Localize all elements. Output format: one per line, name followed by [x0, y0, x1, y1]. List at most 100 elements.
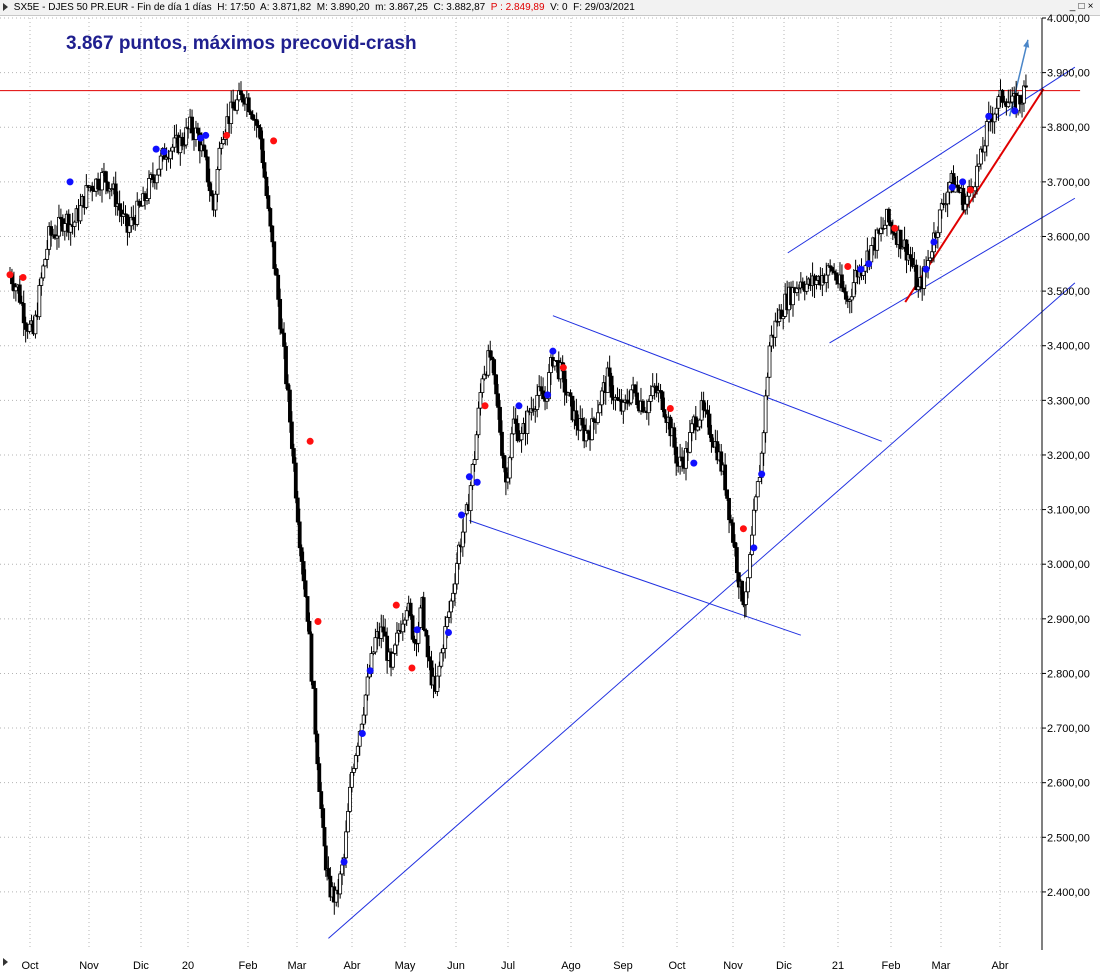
candle-body	[641, 400, 645, 413]
candle-body	[27, 323, 32, 332]
candle-body	[898, 229, 903, 250]
candle-body	[365, 676, 370, 696]
bear-signal-marker	[739, 525, 747, 533]
candle-body	[963, 203, 968, 211]
candle-body	[229, 101, 234, 124]
candle-body	[278, 298, 283, 330]
candle-body	[39, 277, 44, 286]
maximize-icon[interactable]: □	[1078, 1, 1087, 12]
bull-signal-marker	[857, 265, 865, 273]
candle-body	[209, 190, 214, 197]
close-icon[interactable]: ×	[1087, 1, 1096, 12]
candle-body	[393, 644, 397, 654]
bull-signal-marker	[959, 178, 967, 186]
candle-body	[474, 434, 479, 460]
candle-body	[1018, 95, 1022, 105]
candle-body	[457, 544, 461, 564]
y-tick-label: 2.800,00	[1047, 668, 1090, 680]
candle-body	[201, 144, 206, 151]
candle-body	[190, 116, 194, 134]
candle-body	[725, 489, 729, 499]
candle-body	[513, 418, 518, 424]
low-readout: m: 3.867,25	[375, 2, 428, 13]
candle-body	[262, 162, 267, 178]
candle-body	[773, 320, 778, 338]
candle-body	[264, 176, 269, 196]
bull-signal-marker	[444, 628, 452, 636]
candle-body	[351, 768, 356, 773]
candle-body	[13, 286, 18, 292]
candle-body	[525, 410, 530, 435]
candle-body	[266, 195, 271, 209]
x-tick-label: Abr	[343, 960, 360, 972]
candle-body	[412, 638, 417, 644]
candle-body	[348, 786, 352, 812]
candle-body	[472, 459, 477, 465]
candle-body	[731, 522, 735, 543]
candle-body	[633, 384, 637, 394]
y-tick-label: 3.900,00	[1047, 68, 1090, 80]
x-tick-label: Mar	[288, 960, 307, 972]
candle-body	[391, 652, 395, 668]
bull-signal-marker	[66, 178, 74, 186]
x-tick-label: Jun	[447, 960, 465, 972]
bull-signal-marker	[515, 402, 523, 410]
candle-body	[248, 111, 253, 115]
volume-readout: V: 0	[550, 2, 568, 13]
candle-body	[979, 148, 983, 165]
wedge-lower-line	[829, 197, 1076, 344]
y-tick-label: 3.600,00	[1047, 231, 1090, 243]
candle-body	[609, 375, 614, 398]
candle-body	[203, 149, 208, 158]
y-tick-label: 2.700,00	[1047, 723, 1090, 735]
candle-body	[814, 279, 819, 285]
candle-body	[147, 178, 151, 200]
candle-body	[439, 652, 444, 667]
candle-body	[45, 248, 50, 260]
y-tick-label: 2.400,00	[1047, 887, 1090, 899]
candle-body	[213, 193, 218, 211]
candle-body	[239, 90, 243, 95]
candle-body	[404, 610, 409, 621]
minimize-icon[interactable]: _	[1069, 1, 1078, 12]
candle-body	[701, 400, 706, 411]
candle-body	[500, 431, 504, 456]
candle-body	[996, 96, 1001, 109]
candle-body	[674, 446, 679, 464]
candle-body	[295, 497, 300, 523]
scroll-left-icon[interactable]	[3, 958, 8, 966]
candle-body	[437, 665, 442, 677]
candle-body	[755, 481, 760, 498]
candle-body	[72, 221, 77, 227]
candle-body	[168, 150, 173, 160]
candle-body	[753, 496, 758, 511]
candle-body	[596, 412, 600, 424]
bull-signal-marker	[358, 730, 366, 738]
candle-body	[301, 561, 306, 582]
candle-body	[697, 419, 702, 428]
window-controls: _□×	[1069, 0, 1096, 14]
candle-body	[156, 168, 161, 176]
candle-body	[733, 542, 737, 548]
candle-body	[648, 395, 653, 402]
candle-body	[408, 602, 413, 617]
candle-body	[373, 637, 378, 653]
candle-body	[635, 392, 639, 405]
date-readout: F: 29/03/2021	[573, 2, 635, 13]
x-tick-label: Sep	[613, 960, 633, 972]
x-tick-label: Dic	[776, 960, 792, 972]
candle-body	[875, 229, 880, 251]
candle-body	[395, 632, 399, 646]
candle-body	[237, 90, 241, 101]
expand-arrow-icon[interactable]	[3, 3, 8, 12]
candle-body	[830, 267, 835, 272]
candle-body	[284, 346, 288, 385]
candle-body	[515, 423, 520, 442]
candle-body	[154, 174, 159, 184]
candle-body	[460, 531, 465, 548]
candle-body	[250, 114, 255, 120]
candle-body	[172, 137, 177, 148]
candle-body	[303, 580, 308, 597]
candle-body	[427, 656, 432, 662]
